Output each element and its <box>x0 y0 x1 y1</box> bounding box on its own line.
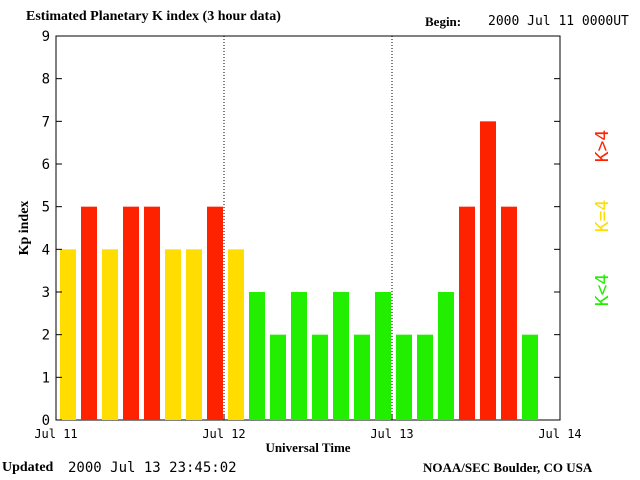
kp-bar <box>102 249 118 420</box>
x-tick-label: Jul 14 <box>538 427 581 441</box>
kp-bar <box>60 249 76 420</box>
kp-bar <box>81 206 97 420</box>
kp-bar <box>291 292 307 420</box>
y-tick-label: 9 <box>42 29 50 45</box>
kp-bar <box>123 206 139 420</box>
kp-bar <box>459 206 475 420</box>
kp-bar <box>417 334 433 420</box>
y-tick-label: 7 <box>42 114 50 130</box>
updated-timestamp: 2000 Jul 13 23:45:02 <box>68 460 237 476</box>
y-tick-label: 5 <box>42 200 50 216</box>
y-axis-ticks: 0 1 2 3 4 5 6 7 8 9 <box>42 29 560 429</box>
x-tick-label: Jul 11 <box>34 427 77 441</box>
updated-label: Updated <box>2 460 54 475</box>
y-tick-label: 1 <box>42 370 50 386</box>
legend-item: K>4 <box>592 130 613 163</box>
y-tick-label: 3 <box>42 285 50 301</box>
legend-item: K<4 <box>592 274 613 307</box>
x-tick-label: Jul 13 <box>370 427 413 441</box>
kp-bar <box>144 206 160 420</box>
kp-bar <box>333 292 349 420</box>
kp-bar <box>207 206 223 420</box>
y-tick-label: 0 <box>42 413 50 429</box>
day-separators <box>223 36 393 420</box>
y-tick-label: 4 <box>42 242 50 258</box>
begin-value: 2000 Jul 11 0000UT <box>488 14 629 29</box>
kp-bar <box>312 334 328 420</box>
x-axis-ticks: Jul 11 Jul 12 Jul 13 Jul 14 <box>34 414 582 441</box>
legend: K<4 K=4 K>4 <box>592 130 613 307</box>
kp-bar <box>396 334 412 420</box>
kp-bar <box>354 334 370 420</box>
kp-bar <box>375 292 391 420</box>
kp-bar <box>249 292 265 420</box>
plot-frame <box>55 35 561 421</box>
kp-bar <box>480 121 496 420</box>
kp-bar <box>438 292 454 420</box>
x-axis-label: Universal Time <box>265 440 350 455</box>
y-tick-label: 6 <box>42 157 50 173</box>
kp-chart: 0 1 2 3 4 5 6 7 8 9 Jul 11 Jul 12 Jul 13 Jul 14 Kp i… <box>17 29 613 455</box>
kp-bar <box>501 206 517 420</box>
x-tick-label: Jul 12 <box>202 427 245 441</box>
kp-bar <box>165 249 181 420</box>
legend-item: K=4 <box>592 200 613 233</box>
y-axis-label: Kp index <box>17 201 32 256</box>
begin-label: Begin: <box>425 14 462 29</box>
y-tick-label: 2 <box>42 328 50 344</box>
kp-bar <box>186 249 202 420</box>
kp-bar <box>270 334 286 420</box>
y-tick-label: 8 <box>42 72 50 88</box>
chart-title: Estimated Planetary K index (3 hour data… <box>26 9 281 24</box>
kp-bar <box>522 334 538 420</box>
source-credit: NOAA/SEC Boulder, CO USA <box>423 460 593 475</box>
kp-bar <box>228 249 244 420</box>
bars <box>60 121 538 420</box>
